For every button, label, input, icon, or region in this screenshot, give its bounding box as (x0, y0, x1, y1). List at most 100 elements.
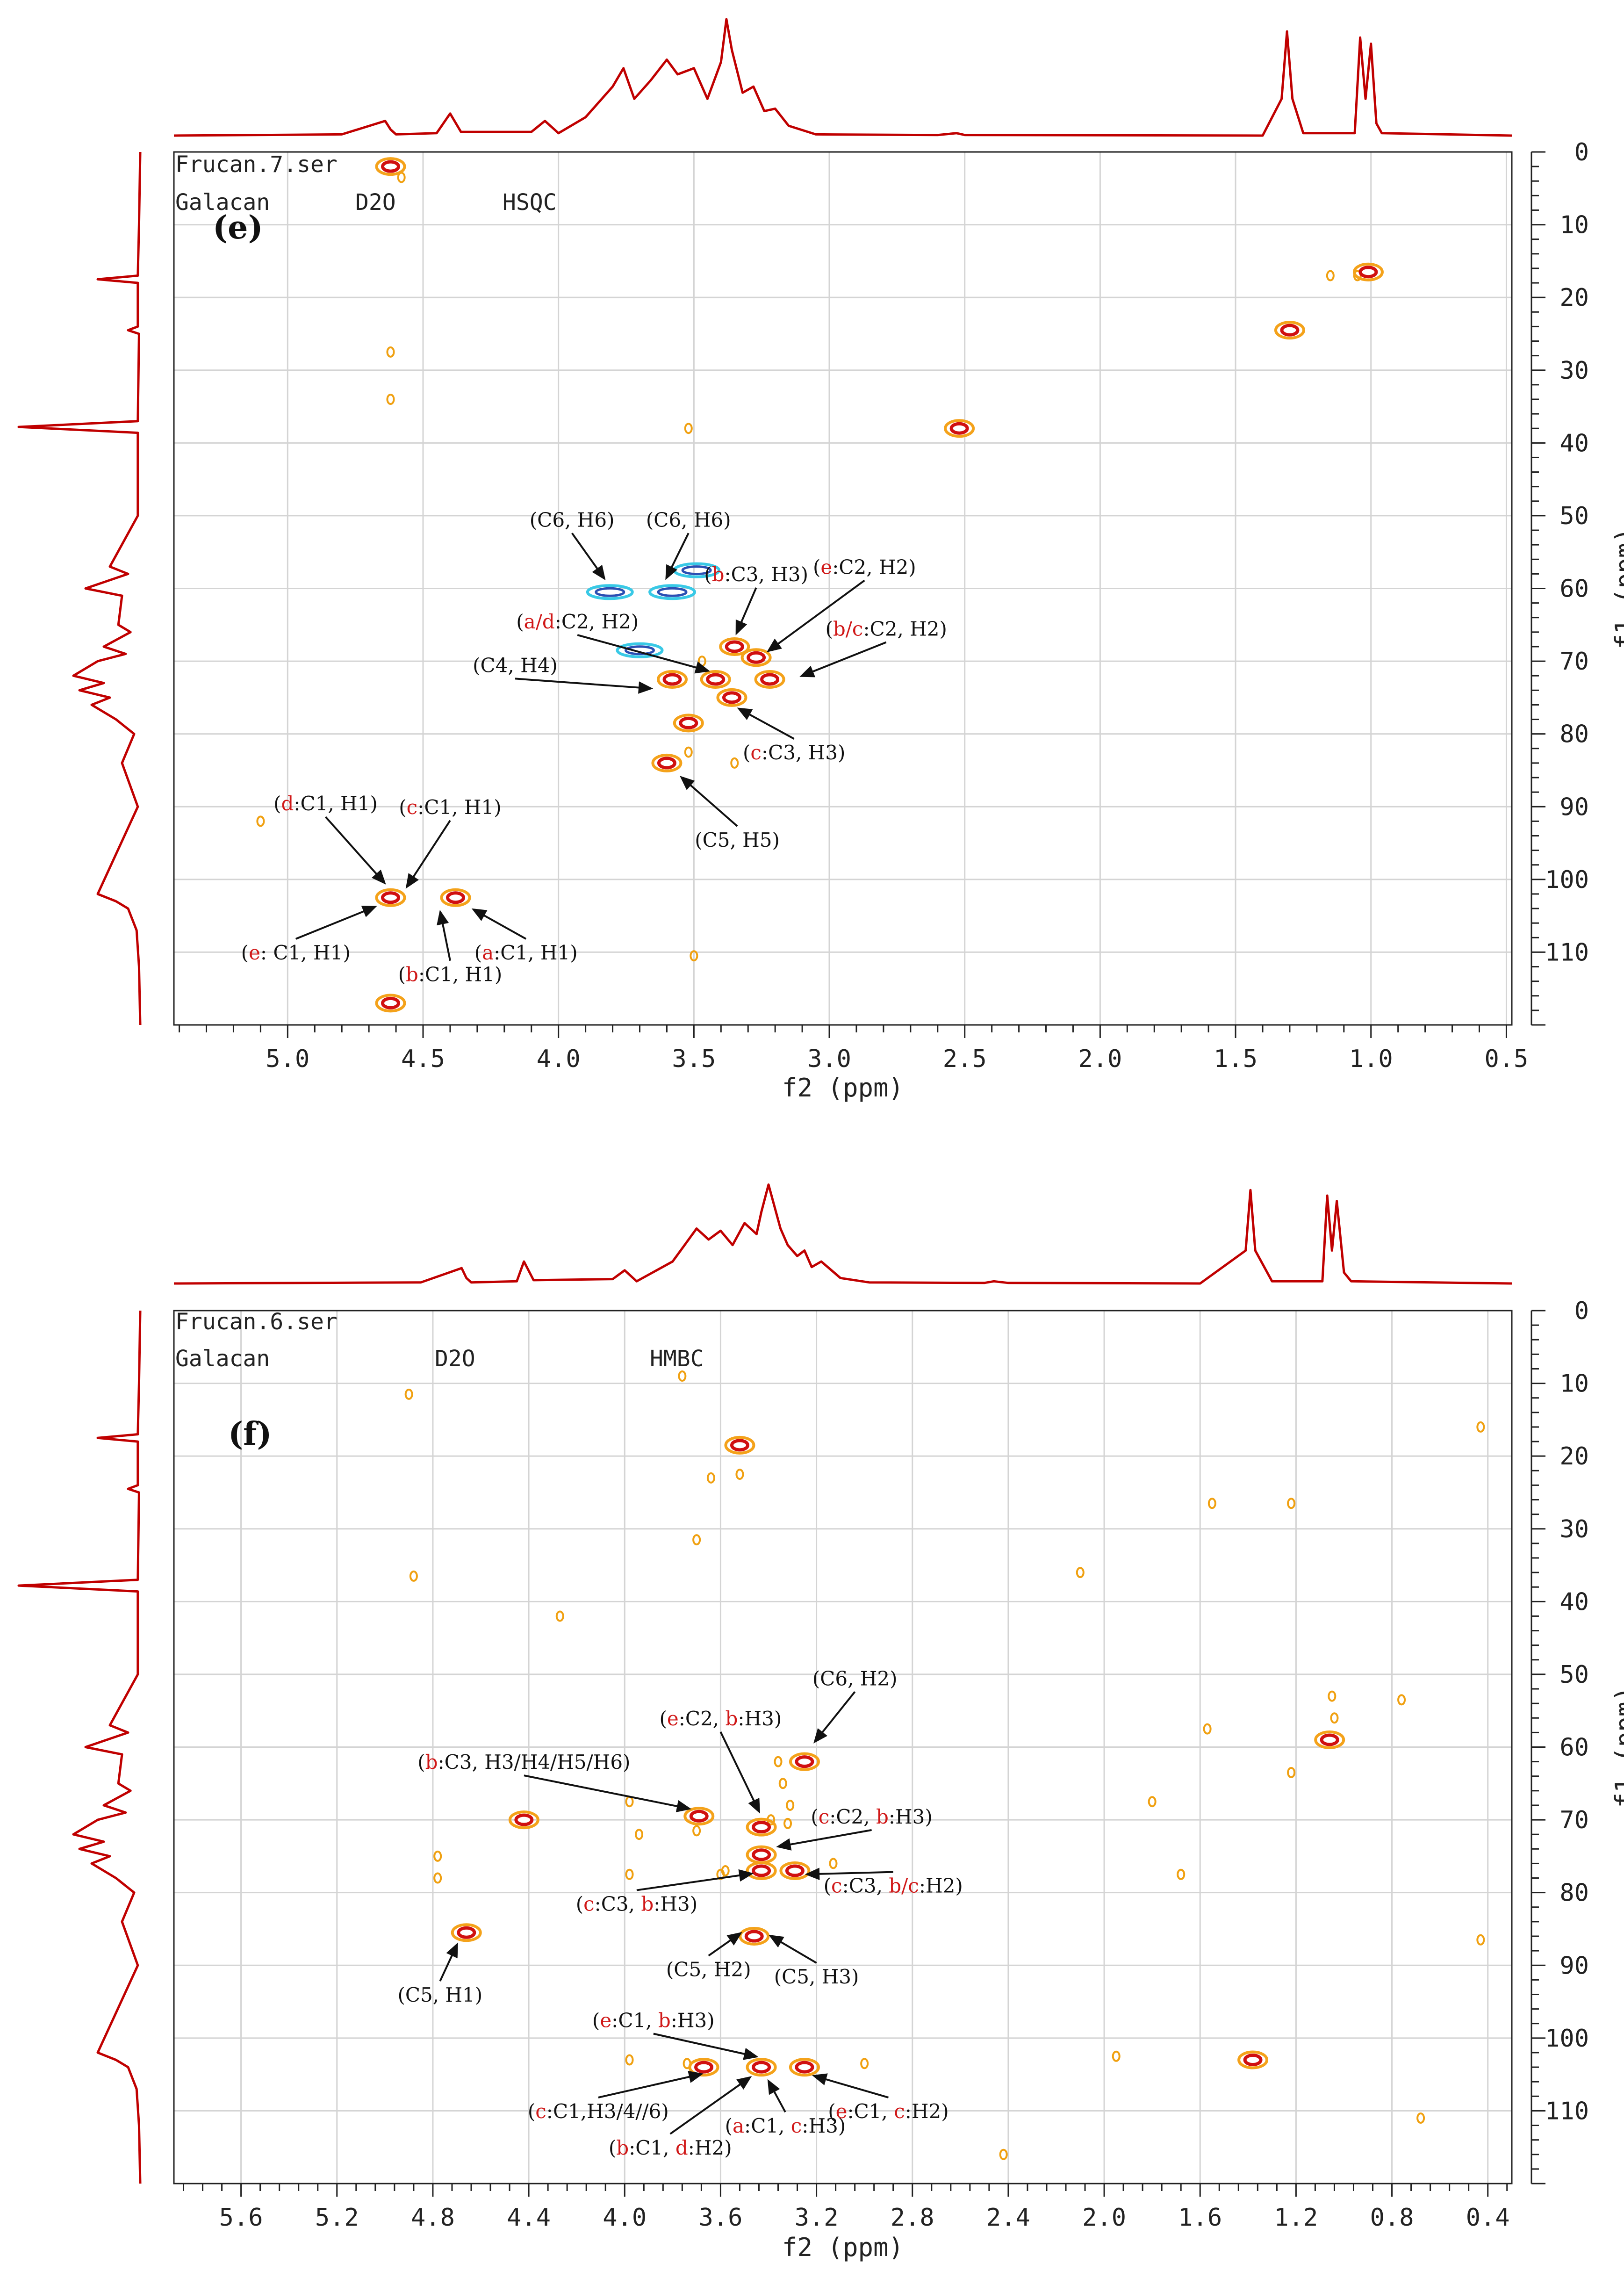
annotation-arrow (410, 820, 451, 881)
weak-cross-peak (735, 1469, 744, 1480)
annotation-arrow (441, 920, 451, 961)
x-tick-label: 3.6 (698, 2204, 742, 2232)
peak-annotation: (c:C3, b:H3) (576, 1893, 697, 1916)
x-tick-label: 3.5 (672, 1045, 716, 1073)
y-tick-label: 30 (1559, 1515, 1589, 1543)
weak-cross-peak (1177, 1868, 1186, 1880)
cross-peak-outer (375, 157, 406, 176)
annotation-segment: ( (399, 796, 406, 819)
cross-peak-inner (662, 673, 682, 686)
annotation-segment: (C5, H1) (397, 1983, 482, 2006)
cross-peak-inner (725, 640, 744, 653)
panel-label: (e) (213, 209, 263, 246)
cross-peak-inner (694, 2061, 714, 2074)
x-tick-label: 2.8 (891, 2204, 934, 2232)
peak-annotation: (e:C2, H2) (813, 555, 916, 578)
annotation-segment: ( (704, 563, 711, 586)
annotation-segment: :C1, (848, 2100, 894, 2123)
annotation-segment: ( (273, 792, 281, 815)
x-tick-label: 0.5 (1484, 1045, 1528, 1073)
spectrum-header-text: HMBC (650, 1346, 704, 1372)
annotation-arrowhead (767, 2079, 780, 2095)
proton-projection-trace (173, 1183, 1512, 1285)
weak-cross-peak (692, 1825, 701, 1837)
cross-peak-inner (744, 1930, 764, 1943)
annotation-segment: :C2, (679, 1707, 726, 1730)
annotation-segment: ( (474, 941, 482, 964)
cross-peak-outer (586, 584, 634, 600)
annotation-segment: :C1, H1) (494, 941, 577, 964)
annotation-segment: :C3, H3/H4/H5/H6) (438, 1751, 631, 1774)
annotation-arrowhead (694, 661, 711, 674)
annotation-segment: :H3) (671, 2009, 715, 2032)
annotation-arrowhead (437, 909, 449, 926)
annotation-segment: e (600, 2009, 611, 2032)
x-tick-label: 4.0 (537, 1045, 581, 1073)
cross-peak-inner (624, 645, 655, 656)
annotation-segment: b (641, 1893, 654, 1916)
annotation-arrow (669, 533, 690, 571)
annotation-segment: :C1,H3/4//6) (546, 2100, 669, 2123)
cross-peak-inner (795, 1755, 814, 1768)
annotation-segment: :C1, (629, 2136, 675, 2159)
y-axis-title: f1 (ppm) (1610, 527, 1624, 649)
weak-cross-peak (716, 1868, 725, 1880)
x-tick-label: 4.8 (411, 2204, 455, 2232)
y-tick-label: 90 (1559, 1952, 1589, 1980)
peak-annotation: (e:C1, c:H2) (828, 2100, 949, 2123)
annotation-arrowhead (738, 1869, 754, 1882)
annotation-segment: b (876, 1805, 889, 1828)
peak-annotation: (c:C1, H1) (399, 796, 501, 819)
cross-peak-inner (730, 1439, 749, 1452)
y-tick-label: 10 (1559, 1370, 1589, 1398)
cross-peak-inner (595, 587, 625, 597)
weak-cross-peak (778, 1778, 787, 1789)
y-tick-label: 40 (1559, 429, 1589, 457)
annotation-arrow (739, 587, 757, 627)
cross-peak-outer (719, 637, 750, 656)
carbon-projection-trace (17, 1310, 142, 2184)
annotation-arrowhead (726, 1932, 742, 1946)
cross-peak-outer (508, 1810, 539, 1830)
annotation-arrowhead (688, 2070, 704, 2083)
weak-cross-peak (409, 1570, 418, 1582)
weak-cross-peak (1476, 1934, 1485, 1946)
panel-label: (f) (228, 1415, 272, 1453)
peak-annotation: (b/c:C2, H2) (825, 618, 947, 641)
cross-peak-outer (673, 714, 704, 733)
x-tick-label: 5.0 (266, 1045, 309, 1073)
y-tick-label: 110 (1545, 938, 1589, 966)
cross-peak-outer (616, 642, 664, 658)
y-tick-label: 50 (1559, 502, 1589, 530)
y-tick-label: 20 (1559, 1442, 1589, 1471)
annotation-arrow (515, 678, 643, 689)
x-tick-label: 5.6 (219, 2204, 263, 2232)
annotation-arrowhead (638, 681, 654, 694)
cross-peak-outer (1237, 2050, 1269, 2069)
y-axis-title: f1 (ppm) (1610, 1686, 1624, 1808)
cross-peak-inner (747, 651, 766, 664)
annotation-arrow (821, 2077, 889, 2098)
y-tick-label: 70 (1559, 648, 1589, 676)
annotation-segment: ( (828, 2100, 835, 2123)
weak-cross-peak (1287, 1498, 1296, 1509)
cross-peak-outer (724, 1435, 755, 1455)
cross-peak-inner (381, 160, 400, 173)
cross-peak-outer (740, 648, 772, 667)
x-tick-label: 1.0 (1349, 1045, 1393, 1073)
x-tick-label: 2.5 (943, 1045, 987, 1073)
weak-cross-peak (692, 1534, 701, 1546)
annotation-segment: :C1, H1) (417, 796, 501, 819)
weak-cross-peak (1287, 1766, 1296, 1778)
peak-annotation: (a/d:C2, H2) (516, 610, 639, 633)
cross-peak-outer (789, 2058, 820, 2077)
annotation-arrow (524, 1774, 682, 1808)
peak-annotation: (C5, H5) (695, 829, 780, 851)
y-tick-label: 60 (1559, 1734, 1589, 1762)
weak-cross-peak (386, 346, 395, 358)
plot-frame (173, 1310, 1513, 2184)
annotation-arrowhead (361, 906, 377, 917)
annotation-segment: :H2) (688, 2136, 732, 2159)
cross-peak-outer (779, 1861, 811, 1880)
weak-cross-peak (555, 1610, 564, 1622)
